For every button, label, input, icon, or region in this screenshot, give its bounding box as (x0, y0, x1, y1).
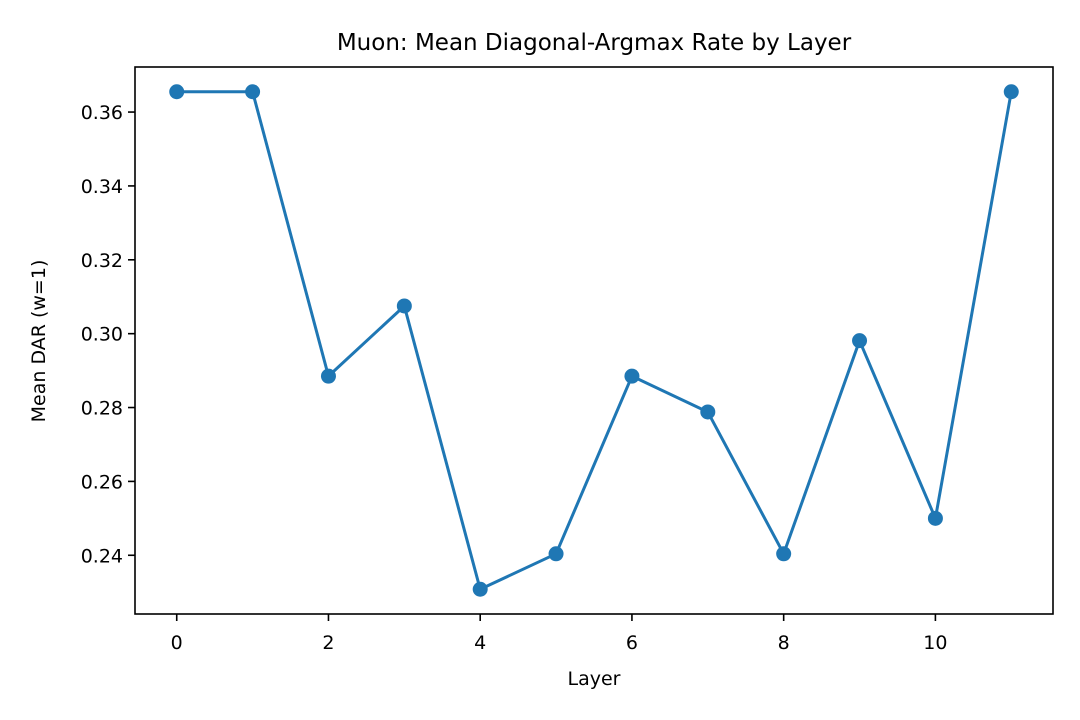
y-axis-ticks: 0.24 0.26 0.28 0.30 0.32 0.34 0.36 (81, 102, 135, 567)
x-tick-label: 10 (923, 632, 947, 654)
data-point-marker (927, 510, 943, 526)
y-tick-label: 0.34 (81, 176, 123, 198)
data-point-marker (472, 581, 488, 597)
data-point-marker (169, 84, 185, 100)
y-axis-label: Mean DAR (w=1) (28, 260, 50, 423)
y-tick-label: 0.36 (81, 102, 123, 124)
data-point-marker (776, 546, 792, 562)
x-tick-label: 2 (322, 632, 334, 654)
data-point-marker (700, 404, 716, 420)
data-point-marker (320, 368, 336, 384)
x-axis-ticks: 0 2 4 6 8 10 (171, 614, 947, 654)
x-axis-label: Layer (568, 668, 621, 690)
y-tick-label: 0.26 (81, 471, 123, 493)
data-point-marker (1003, 84, 1019, 100)
y-tick-label: 0.24 (81, 545, 123, 567)
chart-title: Muon: Mean Diagonal-Argmax Rate by Layer (337, 30, 852, 56)
data-series (169, 84, 1019, 597)
data-point-marker (548, 546, 564, 562)
data-point-marker (624, 368, 640, 384)
series-line (176, 90, 1013, 591)
x-tick-label: 4 (474, 632, 486, 654)
plot-area-frame (134, 66, 1054, 615)
x-tick-label: 6 (626, 632, 638, 654)
y-tick-label: 0.32 (81, 250, 123, 272)
data-point-marker (245, 84, 261, 100)
y-tick-label: 0.30 (81, 324, 123, 346)
data-point-marker (396, 298, 412, 314)
x-tick-label: 8 (778, 632, 790, 654)
x-tick-label: 0 (171, 632, 183, 654)
y-tick-label: 0.28 (81, 398, 123, 420)
data-point-marker (852, 333, 868, 349)
